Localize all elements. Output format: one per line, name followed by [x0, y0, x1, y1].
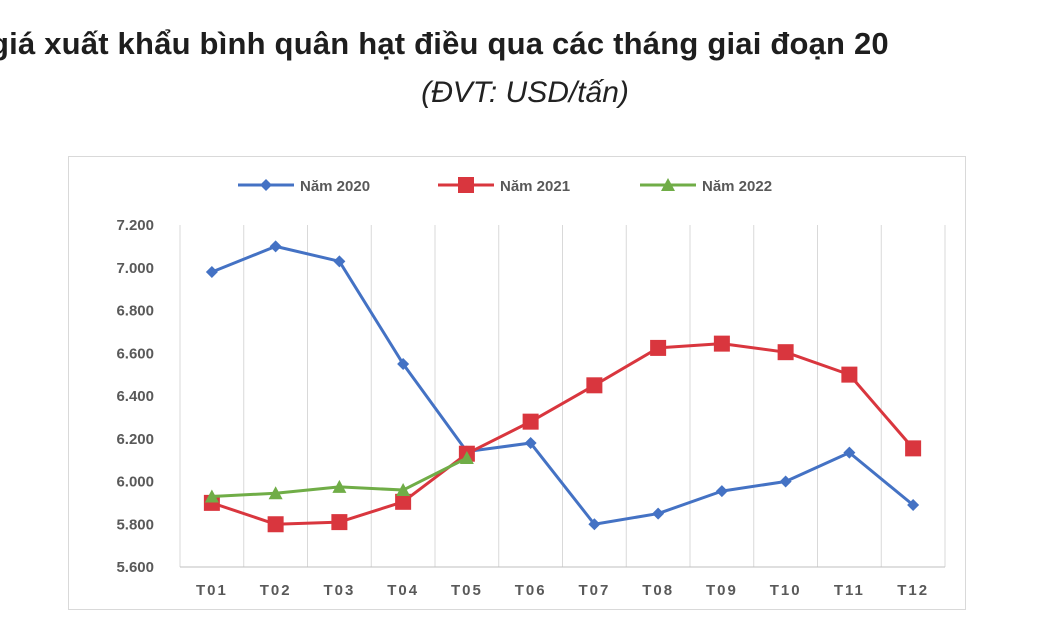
data-point-diamond [715, 485, 728, 498]
y-tick-label: 7.000 [116, 260, 154, 277]
x-tick-label: T02 [260, 582, 292, 599]
data-point-square [395, 493, 412, 510]
chart-title: giá xuất khẩu bình quân hạt điều qua các… [0, 26, 889, 61]
y-tick-label: 6.800 [116, 303, 154, 320]
data-point-diamond [843, 446, 856, 459]
data-point-triangle [661, 178, 675, 191]
series-Năm 2020 [205, 240, 920, 531]
series-Năm 2022 [204, 450, 474, 503]
x-tick-label: T03 [323, 582, 355, 599]
data-point-square [713, 335, 730, 352]
data-point-triangle [268, 486, 283, 500]
data-point-square [331, 514, 348, 531]
data-point-square [905, 440, 922, 457]
data-point-diamond [779, 475, 792, 488]
x-tick-label: T11 [834, 582, 865, 599]
data-point-diamond [652, 507, 665, 520]
data-point-triangle [459, 450, 474, 464]
data-point-diamond [269, 240, 282, 253]
data-point-triangle [396, 483, 411, 497]
x-tick-label: T05 [451, 582, 483, 599]
y-tick-label: 6.200 [116, 431, 154, 448]
legend: Năm 2020 Năm 2021 Năm 2022 [238, 177, 772, 195]
data-point-square [650, 339, 667, 356]
series-line [211, 342, 915, 526]
chart-subtitle: (ĐVT: USD/tấn) [421, 76, 629, 109]
legend-item: Năm 2020 [238, 178, 370, 195]
chart-area [68, 156, 966, 610]
y-tick-label: 6.400 [116, 388, 154, 405]
legend-label: Năm 2021 [500, 178, 570, 195]
legend-item: Năm 2022 [640, 178, 772, 195]
x-tick-label: T07 [578, 582, 610, 599]
y-tick-label: 5.800 [116, 516, 154, 533]
data-point-diamond [588, 518, 601, 531]
data-point-diamond [205, 266, 218, 279]
data-point-square [841, 366, 858, 383]
x-tick-label: T09 [706, 582, 738, 599]
legend-label: Năm 2020 [300, 178, 370, 195]
data-point-diamond [524, 437, 537, 450]
y-tick-label: 7.200 [116, 217, 154, 234]
x-tick-label: T12 [897, 582, 929, 599]
x-tick-label: T06 [515, 582, 547, 599]
x-tick-label: T10 [770, 582, 802, 599]
data-point-diamond [397, 357, 410, 370]
y-tick-label: 6.600 [116, 345, 154, 362]
y-tick-label: 6.000 [116, 474, 154, 491]
data-point-triangle [332, 479, 347, 493]
legend-label: Năm 2022 [702, 178, 772, 195]
data-point-diamond [260, 179, 272, 191]
y-tick-label: 5.600 [116, 559, 154, 576]
x-tick-label: T01 [196, 582, 228, 599]
data-point-square [522, 413, 539, 430]
data-point-diamond [907, 499, 920, 512]
legend-item: Năm 2021 [438, 177, 570, 195]
data-point-square [777, 344, 794, 361]
axes: 5.600 5.800 6.000 6.200 6.400 6.600 6.800 7.000… [116, 217, 945, 599]
series-lines [203, 240, 922, 533]
data-point-triangle [204, 489, 219, 503]
data-point-square [267, 516, 284, 533]
x-tick-label: T08 [642, 582, 674, 599]
series-line [211, 244, 915, 526]
data-point-square [458, 177, 474, 193]
data-point-diamond [333, 255, 346, 268]
data-point-square [586, 377, 603, 394]
x-tick-label: T04 [387, 582, 419, 599]
gridlines [179, 225, 946, 567]
